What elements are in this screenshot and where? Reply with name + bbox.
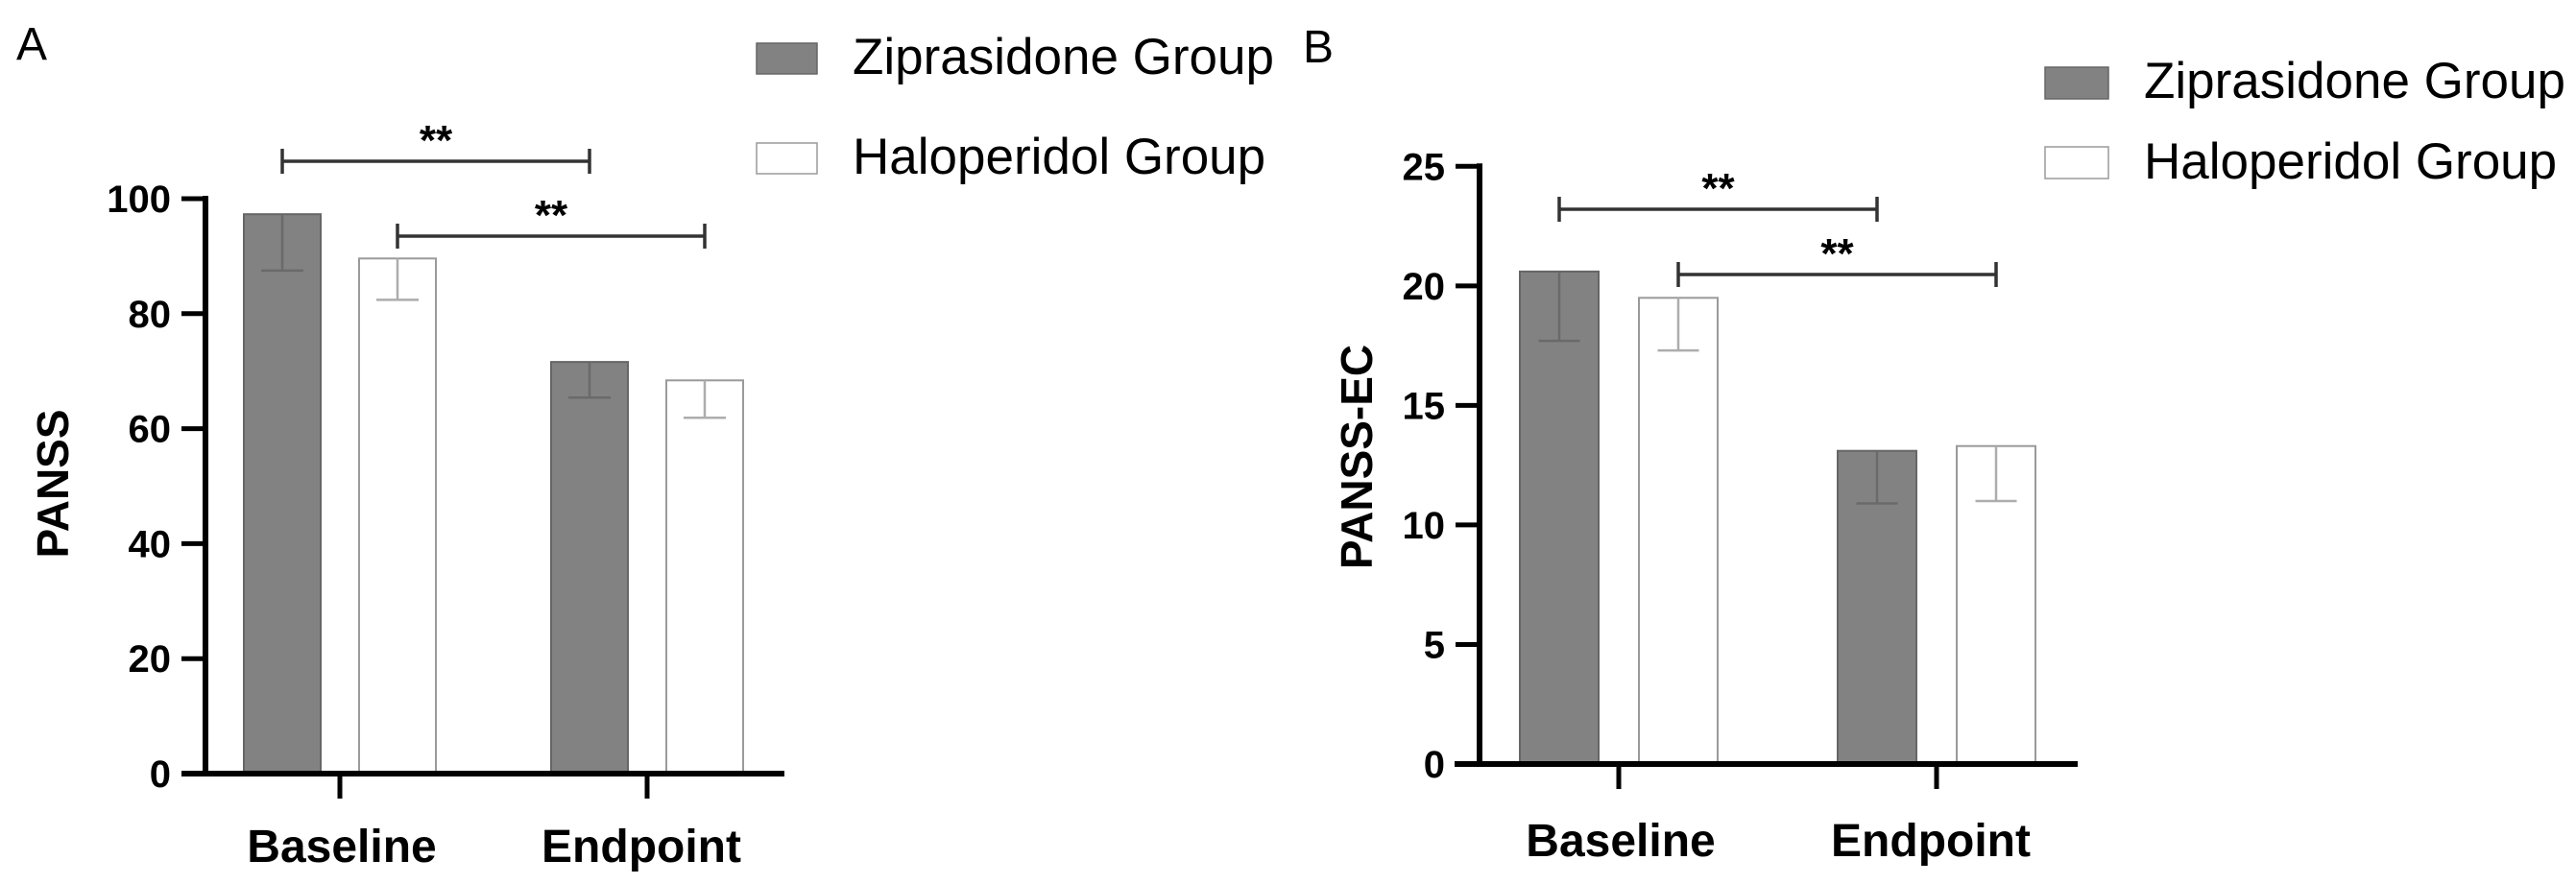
y-tick-label: 5 <box>1424 624 1445 666</box>
y-tick-label: 60 <box>129 409 172 451</box>
significance-bracket: ** <box>280 117 591 174</box>
y-tick-label: 80 <box>129 294 172 336</box>
panel-a: A Ziprasidone Group Haloperidol Group PA… <box>16 19 1274 872</box>
significance-label: ** <box>420 117 453 164</box>
y-tick-label: 40 <box>129 523 172 565</box>
x-category-label-baseline: Baseline <box>1526 816 1715 867</box>
x-category-label-endpoint: Endpoint <box>1831 816 2031 867</box>
legend-label-haloperidol: Haloperidol Group <box>853 129 1265 185</box>
legend-swatch-haloperidol <box>756 142 818 175</box>
panel-label-b: B <box>1303 22 1334 73</box>
significance-label: ** <box>1701 165 1735 212</box>
y-tick-label: 20 <box>1403 266 1446 308</box>
significance-bracket: ** <box>1676 230 1998 287</box>
x-category-label-baseline: Baseline <box>247 822 436 872</box>
bar-ziprasidone-endpoint <box>550 361 629 775</box>
panel-b: B Ziprasidone Group Haloperidol Group PA… <box>1303 22 2565 867</box>
bar-haloperidol-endpoint <box>665 379 744 775</box>
y-tick-label: 25 <box>1403 146 1446 188</box>
x-category-label-endpoint: Endpoint <box>542 822 741 872</box>
legend-b: Ziprasidone Group Haloperidol Group <box>2044 53 2565 190</box>
legend-swatch-ziprasidone <box>756 42 818 75</box>
plot-area-a: 0 20 40 60 80 100 ** ** <box>107 117 784 799</box>
significance-label: ** <box>1820 230 1854 277</box>
bar-haloperidol-baseline <box>1638 297 1719 765</box>
legend-swatch-haloperidol <box>2044 146 2109 179</box>
y-tick-label: 0 <box>1424 744 1445 786</box>
legend-label-haloperidol: Haloperidol Group <box>2144 133 2557 190</box>
bar-ziprasidone-baseline <box>1519 270 1600 765</box>
legend-swatch-ziprasidone <box>2044 66 2109 100</box>
y-tick-label: 100 <box>107 179 171 221</box>
legend-label-ziprasidone: Ziprasidone Group <box>853 29 1274 85</box>
significance-label: ** <box>535 192 568 239</box>
bar-haloperidol-baseline <box>358 257 437 775</box>
y-tick-label: 10 <box>1403 505 1446 547</box>
legend-label-ziprasidone: Ziprasidone Group <box>2144 53 2565 109</box>
significance-bracket: ** <box>1557 165 1879 222</box>
significance-bracket: ** <box>396 192 707 249</box>
y-axis-title: PANSS <box>28 409 78 558</box>
plot-area-b: 0 5 10 15 20 25 ** ** <box>1403 146 2078 789</box>
y-tick-label: 20 <box>129 638 172 681</box>
y-tick-label: 15 <box>1403 385 1446 427</box>
legend-a: Ziprasidone Group Haloperidol Group <box>756 29 1274 185</box>
y-tick-label: 0 <box>150 753 171 796</box>
bar-ziprasidone-baseline <box>243 213 322 776</box>
y-axis-title: PANSS-EC <box>1332 345 1382 569</box>
panel-label-a: A <box>16 19 47 70</box>
